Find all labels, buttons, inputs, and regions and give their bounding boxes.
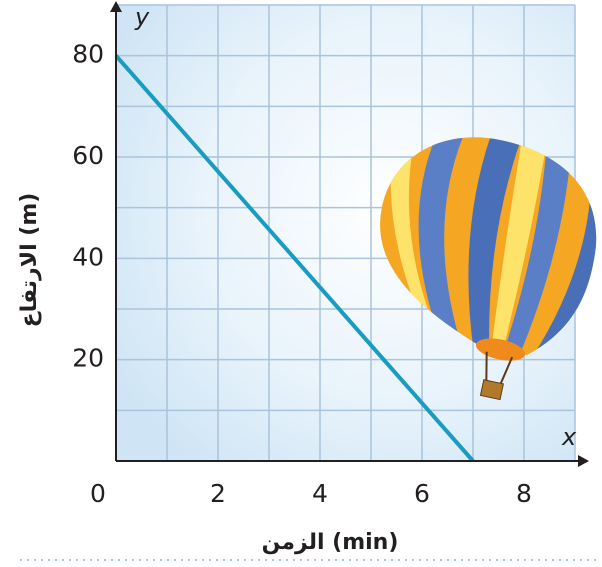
x-tick-label: 6 — [414, 479, 430, 508]
x-axis-label: الزمن (min) — [262, 530, 399, 555]
x-tick-label: 8 — [516, 479, 532, 508]
y-tick-label: 60 — [72, 141, 104, 170]
chart: x y الزمن (min) الارتفاع (m) 0 2 4 6 8 20 40 60… — [0, 0, 602, 567]
page: x y الزمن (min) الارتفاع (m) 0 2 4 6 8 20 40 60… — [0, 0, 602, 567]
x-tick-label: 4 — [312, 479, 328, 508]
x-tick-label: 0 — [90, 479, 106, 508]
y-tick-label: 20 — [72, 344, 104, 373]
y-axis-letter: y — [134, 3, 150, 31]
x-arrow — [578, 455, 589, 467]
x-axis-letter: x — [561, 423, 577, 451]
x-tick-label: 2 — [210, 479, 226, 508]
y-tick-label: 80 — [72, 40, 104, 69]
y-tick-label: 40 — [72, 242, 104, 271]
y-axis-label: الارتفاع (m) — [17, 193, 42, 328]
